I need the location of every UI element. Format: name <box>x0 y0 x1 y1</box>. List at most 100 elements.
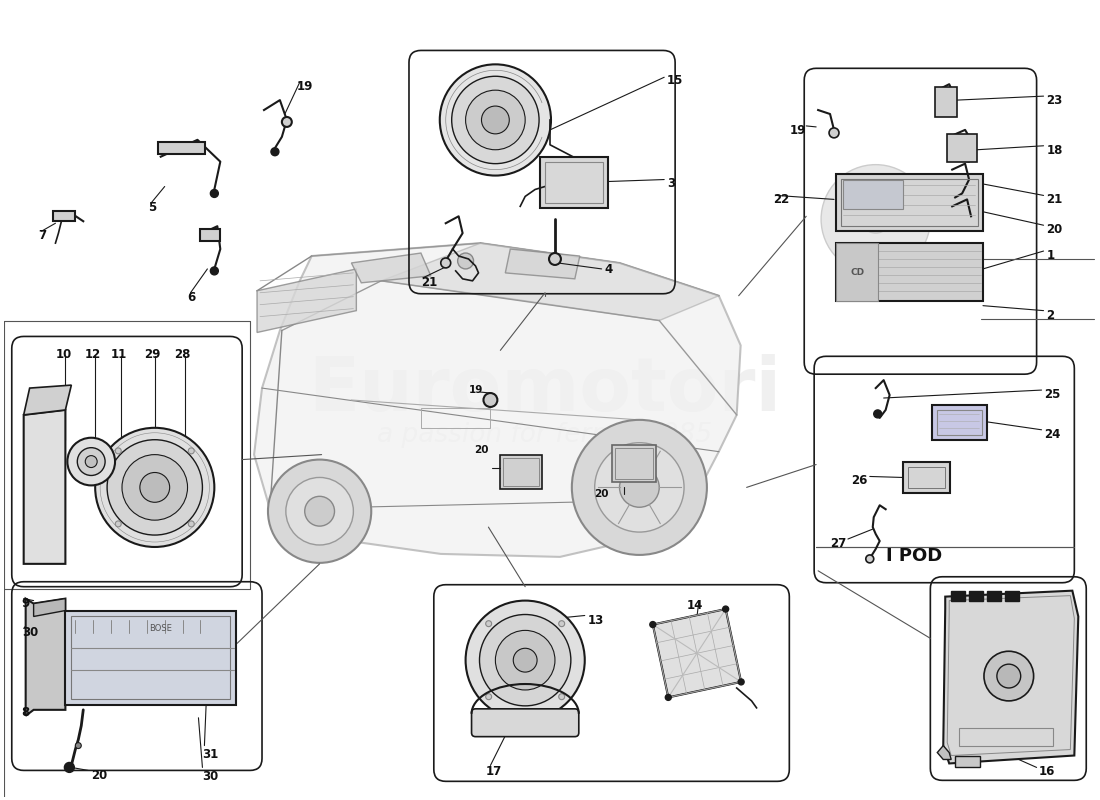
Circle shape <box>188 521 195 527</box>
Text: 26: 26 <box>851 474 868 487</box>
Polygon shape <box>25 598 65 716</box>
Text: 1: 1 <box>1046 249 1055 262</box>
Bar <box>843 179 902 210</box>
Bar <box>544 162 603 203</box>
Circle shape <box>984 651 1034 701</box>
Text: 5: 5 <box>147 202 156 214</box>
Bar <box>908 466 945 488</box>
Text: 31: 31 <box>202 747 219 761</box>
Bar <box>987 590 1001 601</box>
Polygon shape <box>652 609 741 698</box>
Polygon shape <box>351 253 431 283</box>
Text: 30: 30 <box>22 626 37 639</box>
Circle shape <box>452 76 539 164</box>
Bar <box>615 448 653 479</box>
Circle shape <box>305 496 334 526</box>
Circle shape <box>65 762 75 772</box>
Polygon shape <box>257 269 356 333</box>
Bar <box>500 454 542 490</box>
Circle shape <box>514 648 537 672</box>
Text: 22: 22 <box>773 194 790 206</box>
Text: 28: 28 <box>175 348 190 362</box>
Bar <box>612 445 657 482</box>
Bar <box>959 728 1054 746</box>
Circle shape <box>873 410 882 418</box>
Circle shape <box>666 694 671 700</box>
Text: 8: 8 <box>22 706 30 719</box>
Circle shape <box>282 117 292 127</box>
Bar <box>836 243 983 301</box>
Text: 16: 16 <box>1038 766 1055 778</box>
Circle shape <box>821 165 931 274</box>
Circle shape <box>650 622 656 627</box>
Circle shape <box>116 448 121 454</box>
Circle shape <box>107 440 202 535</box>
Bar <box>1004 590 1019 601</box>
Text: 20: 20 <box>474 445 488 454</box>
Text: 6: 6 <box>187 290 196 304</box>
Text: 23: 23 <box>1046 94 1063 107</box>
Text: 15: 15 <box>668 74 683 87</box>
Bar <box>902 462 950 494</box>
Text: 4: 4 <box>605 263 613 276</box>
FancyBboxPatch shape <box>472 709 579 737</box>
Bar <box>969 590 983 601</box>
Circle shape <box>482 106 509 134</box>
Bar <box>933 405 987 440</box>
Polygon shape <box>24 385 72 415</box>
Circle shape <box>572 420 707 555</box>
Circle shape <box>75 742 81 749</box>
Polygon shape <box>943 590 1078 763</box>
Text: BOSE: BOSE <box>150 624 173 633</box>
Bar <box>842 178 978 226</box>
Circle shape <box>286 478 353 545</box>
Circle shape <box>440 64 551 175</box>
Circle shape <box>210 267 218 275</box>
Text: 27: 27 <box>829 537 846 550</box>
Text: 13: 13 <box>587 614 604 626</box>
Bar <box>540 157 607 208</box>
Bar <box>836 174 983 231</box>
Text: 21: 21 <box>1046 194 1063 206</box>
Circle shape <box>486 694 492 700</box>
Text: I POD: I POD <box>886 547 942 565</box>
Circle shape <box>210 190 218 198</box>
Polygon shape <box>937 746 952 759</box>
Text: 19: 19 <box>297 80 313 94</box>
Text: 2: 2 <box>1046 309 1055 322</box>
Circle shape <box>67 438 116 486</box>
Circle shape <box>271 148 279 156</box>
Bar <box>157 142 206 154</box>
Polygon shape <box>34 598 65 617</box>
Circle shape <box>441 258 451 268</box>
Bar <box>421 408 491 428</box>
Text: 9: 9 <box>22 597 30 610</box>
Circle shape <box>268 459 372 563</box>
Bar <box>504 458 539 486</box>
Text: 21: 21 <box>421 276 437 289</box>
Circle shape <box>480 614 571 706</box>
Circle shape <box>188 448 195 454</box>
Polygon shape <box>24 410 65 564</box>
Text: 7: 7 <box>39 229 46 242</box>
Bar <box>955 755 980 767</box>
Text: 30: 30 <box>202 770 219 783</box>
Circle shape <box>829 128 839 138</box>
Circle shape <box>96 428 214 547</box>
Text: 19: 19 <box>469 385 483 395</box>
Circle shape <box>997 664 1021 688</box>
Text: 14: 14 <box>688 598 703 612</box>
Circle shape <box>140 473 169 502</box>
Circle shape <box>458 253 473 269</box>
Bar <box>54 211 75 222</box>
Circle shape <box>738 679 744 685</box>
Circle shape <box>486 621 492 626</box>
Circle shape <box>559 694 564 700</box>
Text: 20: 20 <box>91 770 108 782</box>
Circle shape <box>495 630 556 690</box>
Text: 20: 20 <box>594 490 609 499</box>
Text: 11: 11 <box>111 348 128 362</box>
Circle shape <box>484 393 497 407</box>
Circle shape <box>595 442 684 532</box>
Circle shape <box>549 253 561 265</box>
